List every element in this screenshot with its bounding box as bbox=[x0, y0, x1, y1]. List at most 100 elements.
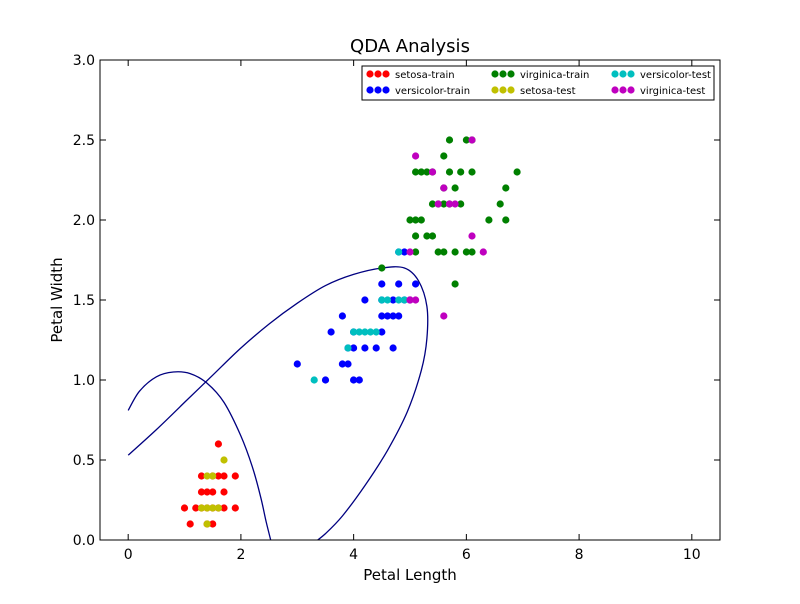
point-virginica-train bbox=[412, 216, 420, 224]
point-setosa-train bbox=[214, 440, 222, 448]
legend-marker-virginica-train bbox=[499, 70, 507, 78]
point-virginica-train bbox=[412, 232, 420, 240]
point-versicolor-train bbox=[338, 360, 346, 368]
point-setosa-test bbox=[220, 456, 228, 464]
point-versicolor-train bbox=[389, 312, 397, 320]
point-virginica-test bbox=[412, 152, 420, 160]
x-tick-label: 8 bbox=[575, 547, 584, 563]
point-virginica-train bbox=[417, 216, 425, 224]
point-setosa-train bbox=[214, 472, 222, 480]
point-versicolor-train bbox=[378, 312, 386, 320]
point-setosa-train bbox=[197, 488, 206, 496]
y-tick-label: 2.5 bbox=[73, 133, 95, 149]
point-virginica-train bbox=[423, 168, 431, 176]
point-virginica-train bbox=[378, 264, 386, 272]
y-tick-label: 1.0 bbox=[73, 373, 95, 389]
decision-boundaries bbox=[127, 266, 429, 540]
point-versicolor-test bbox=[355, 328, 363, 336]
legend-frame bbox=[361, 65, 715, 101]
point-virginica-test bbox=[406, 296, 414, 304]
point-versicolor-train bbox=[293, 360, 301, 368]
point-virginica-train bbox=[412, 248, 420, 256]
legend-marker-setosa-train bbox=[382, 70, 390, 78]
point-virginica-train bbox=[502, 184, 510, 192]
point-virginica-train bbox=[434, 248, 442, 256]
point-setosa-train bbox=[180, 504, 189, 512]
point-setosa-test bbox=[203, 472, 211, 480]
point-versicolor-train bbox=[361, 344, 369, 352]
point-versicolor-train bbox=[321, 376, 330, 384]
point-virginica-train bbox=[417, 168, 425, 176]
chart-title: QDA Analysis bbox=[350, 36, 470, 57]
point-virginica-train bbox=[462, 136, 470, 144]
point-virginica-test bbox=[468, 232, 476, 240]
point-setosa-train bbox=[186, 520, 194, 528]
x-tick-label: 4 bbox=[349, 547, 358, 563]
legend-marker-setosa-train bbox=[366, 70, 374, 78]
point-versicolor-train bbox=[350, 376, 358, 384]
point-virginica-train bbox=[406, 216, 414, 224]
legend-marker-virginica-train bbox=[507, 70, 515, 78]
legend-marker-versicolor-train bbox=[382, 86, 390, 94]
point-virginica-train bbox=[451, 248, 459, 256]
y-tick-label: 1.5 bbox=[73, 293, 95, 309]
legend-marker-virginica-train bbox=[491, 70, 499, 78]
data-points bbox=[180, 136, 521, 528]
point-versicolor-train bbox=[338, 312, 346, 320]
axis-ticks: 0 2 4 6 8 10 0.0 0.5 1.0 1.5 2.0 2.5 3.0 bbox=[73, 53, 720, 563]
legend-marker-setosa-train bbox=[374, 70, 382, 78]
point-versicolor-train bbox=[378, 280, 386, 288]
point-setosa-train bbox=[231, 504, 239, 512]
point-virginica-train bbox=[496, 200, 504, 208]
legend-label-setosa-test: setosa-test bbox=[520, 86, 576, 97]
point-setosa-train bbox=[209, 520, 217, 528]
point-setosa-train bbox=[197, 472, 206, 480]
point-setosa-test bbox=[203, 520, 211, 528]
point-setosa-test bbox=[209, 472, 217, 480]
point-virginica-train bbox=[468, 248, 476, 256]
legend-marker-versicolor-test bbox=[619, 70, 627, 78]
y-tick-label: 0.0 bbox=[73, 533, 95, 549]
point-versicolor-train bbox=[378, 328, 386, 336]
point-versicolor-test bbox=[395, 248, 403, 256]
point-virginica-test bbox=[440, 312, 448, 320]
point-virginica-train bbox=[451, 280, 459, 288]
legend-label-versicolor-train: versicolor-train bbox=[395, 86, 470, 97]
point-virginica-train bbox=[451, 184, 459, 192]
point-setosa-test bbox=[203, 504, 211, 512]
point-versicolor-train bbox=[400, 248, 408, 256]
point-virginica-train bbox=[423, 232, 431, 240]
point-versicolor-train bbox=[389, 344, 397, 352]
legend-label-setosa-train: setosa-train bbox=[395, 70, 455, 81]
y-axis-label: Petal Width bbox=[48, 257, 66, 342]
point-versicolor-train bbox=[412, 280, 420, 288]
legend-marker-versicolor-train bbox=[366, 86, 374, 94]
legend-marker-virginica-test bbox=[611, 86, 619, 94]
point-versicolor-train bbox=[383, 312, 392, 320]
legend-label-virginica-train: virginica-train bbox=[520, 70, 589, 81]
x-tick-label: 10 bbox=[683, 547, 701, 563]
point-versicolor-test bbox=[344, 344, 352, 352]
point-virginica-train bbox=[428, 232, 437, 240]
point-setosa-test bbox=[197, 504, 206, 512]
point-versicolor-train bbox=[395, 312, 403, 320]
legend-marker-versicolor-test bbox=[611, 70, 619, 78]
point-versicolor-train bbox=[361, 296, 369, 304]
point-setosa-test bbox=[214, 504, 222, 512]
point-versicolor-train bbox=[350, 344, 358, 352]
point-virginica-train bbox=[513, 168, 521, 176]
point-setosa-train bbox=[209, 488, 217, 496]
point-virginica-train bbox=[445, 168, 454, 176]
point-setosa-train bbox=[220, 504, 228, 512]
point-virginica-test bbox=[428, 168, 437, 176]
legend-marker-setosa-test bbox=[499, 86, 507, 94]
point-virginica-test bbox=[468, 136, 476, 144]
point-versicolor-test bbox=[383, 296, 392, 304]
point-virginica-test bbox=[434, 200, 442, 208]
point-versicolor-test bbox=[366, 328, 375, 336]
point-virginica-test bbox=[406, 248, 414, 256]
point-setosa-train bbox=[220, 472, 228, 480]
point-virginica-test bbox=[451, 200, 459, 208]
